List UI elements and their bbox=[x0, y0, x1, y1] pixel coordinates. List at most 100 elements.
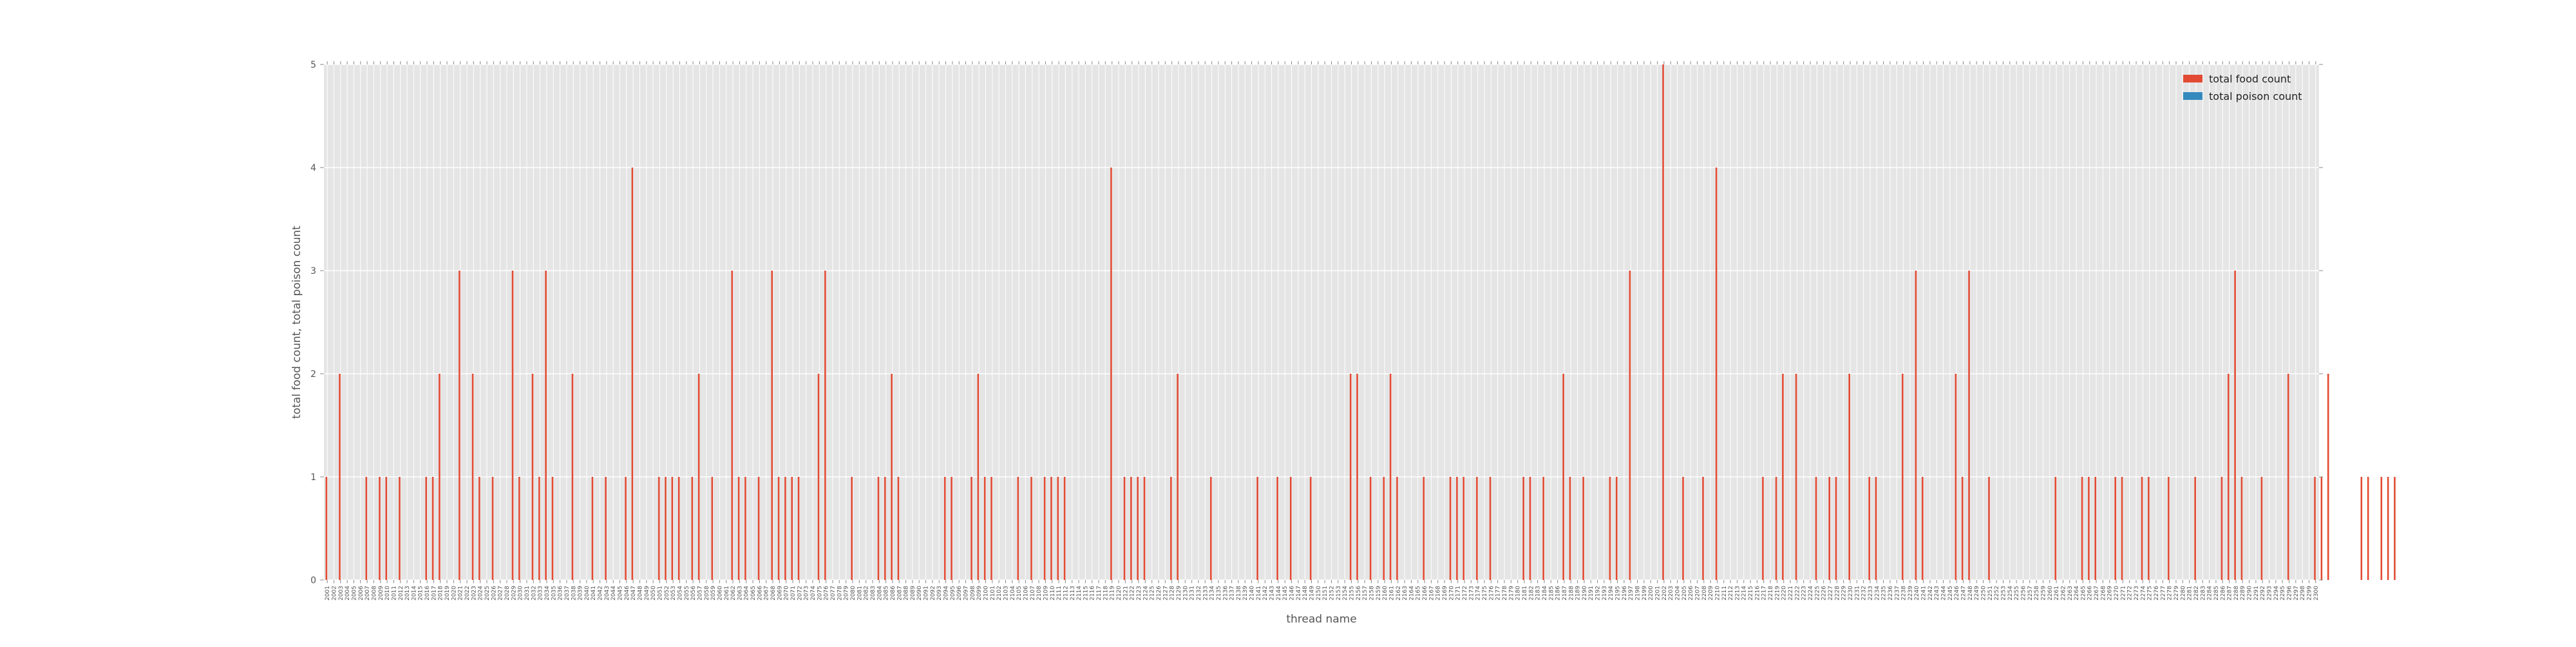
x-tick-label: 2101 bbox=[990, 586, 996, 601]
x-tick-label: 2067 bbox=[764, 586, 770, 601]
x-tick-label: 2270 bbox=[2114, 586, 2120, 601]
food-bar bbox=[1522, 477, 1524, 580]
x-tick-label: 2119 bbox=[1110, 586, 1116, 601]
x-tick-label: 2148 bbox=[1302, 586, 1309, 601]
x-tick-label: 2273 bbox=[2134, 586, 2140, 601]
x-tick-label: 2221 bbox=[1788, 586, 1794, 601]
x-tick-label: 2201 bbox=[1654, 586, 1661, 601]
x-tick-label: 2225 bbox=[1814, 586, 1821, 601]
x-tick-label: 2278 bbox=[2167, 586, 2174, 601]
x-tick-label: 2126 bbox=[1156, 586, 1162, 601]
food-bar bbox=[771, 271, 773, 580]
food-bar bbox=[1349, 374, 1352, 580]
x-tick-label: 2150 bbox=[1316, 586, 1322, 601]
x-tick-label: 2107 bbox=[1030, 586, 1036, 601]
x-tick-label: 2169 bbox=[1442, 586, 1448, 601]
food-bar bbox=[631, 168, 634, 580]
x-axis-label: thread name bbox=[1286, 613, 1356, 626]
x-tick-label: 2300 bbox=[2313, 586, 2320, 601]
food-bar bbox=[1529, 477, 1531, 580]
x-tick-label: 2168 bbox=[1435, 586, 1442, 601]
legend-swatch-poison bbox=[2183, 92, 2202, 100]
food-bar bbox=[1921, 477, 1924, 580]
x-tick-label: 2252 bbox=[1994, 586, 2000, 601]
food-bar bbox=[2121, 477, 2123, 580]
x-tick-label: 2275 bbox=[2147, 586, 2154, 601]
x-tick-label: 2012 bbox=[398, 586, 404, 601]
x-tick-label: 2069 bbox=[777, 586, 783, 601]
x-tick-label: 2256 bbox=[2020, 586, 2027, 601]
x-tick-label: 2006 bbox=[358, 586, 365, 601]
food-bar bbox=[2141, 477, 2143, 580]
x-tick-label: 2287 bbox=[2227, 586, 2233, 601]
x-tick-label: 2060 bbox=[717, 586, 723, 601]
x-tick-label: 2294 bbox=[2273, 586, 2280, 601]
x-tick-label: 2105 bbox=[1016, 586, 1023, 601]
bars bbox=[325, 64, 2396, 580]
food-bar bbox=[1848, 374, 1850, 580]
x-tick-label: 2147 bbox=[1296, 586, 1302, 601]
x-tick-label: 2235 bbox=[1881, 586, 1888, 601]
x-tick-label: 2082 bbox=[864, 586, 870, 601]
food-bar bbox=[1063, 477, 1066, 580]
food-bar bbox=[983, 477, 986, 580]
x-tick-label: 2133 bbox=[1202, 586, 1209, 601]
x-tick-label: 2212 bbox=[1728, 586, 1734, 601]
x-tick-label: 2083 bbox=[870, 586, 876, 601]
x-tick-label: 2251 bbox=[1987, 586, 1994, 601]
x-tick-label: 2272 bbox=[2127, 586, 2134, 601]
food-bar bbox=[1463, 477, 1465, 580]
y-tick-label: 2 bbox=[310, 369, 316, 380]
food-bar bbox=[1130, 477, 1132, 580]
x-tick-label: 2264 bbox=[2074, 586, 2080, 601]
food-bar bbox=[897, 477, 900, 580]
x-tick-label: 2137 bbox=[1229, 586, 1236, 601]
x-tick-label: 2018 bbox=[438, 586, 444, 601]
x-tick-label: 2271 bbox=[2120, 586, 2126, 601]
y-tick-label: 3 bbox=[310, 266, 316, 276]
x-tick-label: 2011 bbox=[391, 586, 397, 601]
food-bar bbox=[1815, 477, 1817, 580]
x-tick-label: 2052 bbox=[664, 586, 670, 601]
x-tick-label: 2014 bbox=[411, 586, 417, 601]
x-tick-label: 2209 bbox=[1708, 586, 1714, 601]
x-tick-label: 2195 bbox=[1615, 586, 1622, 601]
food-bar bbox=[431, 477, 434, 580]
food-bar bbox=[1915, 271, 1917, 580]
x-tick-label: 2055 bbox=[684, 586, 690, 601]
food-bar bbox=[518, 477, 520, 580]
x-tick-label: 2159 bbox=[1376, 586, 1382, 601]
x-tick-label: 2120 bbox=[1116, 586, 1122, 601]
x-tick-label: 2023 bbox=[471, 586, 477, 601]
x-tick-label: 2281 bbox=[2187, 586, 2193, 601]
x-tick-label: 2127 bbox=[1162, 586, 1169, 601]
x-tick-label: 2244 bbox=[1941, 586, 1947, 601]
x-tick-label: 2233 bbox=[1868, 586, 1874, 601]
x-tick-label: 2113 bbox=[1070, 586, 1076, 601]
food-bar bbox=[757, 477, 760, 580]
food-bar bbox=[777, 477, 780, 580]
x-tick-label: 2158 bbox=[1368, 586, 1375, 601]
food-bar bbox=[737, 477, 740, 580]
food-bar bbox=[1542, 477, 1544, 580]
x-tick-label: 2111 bbox=[1056, 586, 1063, 601]
food-bar bbox=[1988, 477, 1990, 580]
food-bar bbox=[1396, 477, 1398, 580]
food-bar bbox=[990, 477, 992, 580]
x-tick-label: 2245 bbox=[1947, 586, 1954, 601]
legend: total food count total poison count bbox=[2183, 73, 2302, 102]
x-tick-label: 2130 bbox=[1182, 586, 1189, 601]
x-tick-label: 2140 bbox=[1249, 586, 1256, 601]
y-tick-label: 4 bbox=[310, 163, 316, 173]
x-tick-label: 2200 bbox=[1648, 586, 1654, 601]
x-tick-label: 2003 bbox=[338, 586, 345, 601]
x-tick-label: 2175 bbox=[1482, 586, 1488, 601]
x-tick-label: 2092 bbox=[930, 586, 936, 601]
x-tick-label: 2206 bbox=[1688, 586, 1694, 601]
x-tick-label: 2033 bbox=[538, 586, 544, 601]
x-tick-label: 2286 bbox=[2220, 586, 2226, 601]
x-tick-label: 2276 bbox=[2154, 586, 2160, 601]
x-tick-label: 2266 bbox=[2087, 586, 2094, 601]
x-tick-label: 2144 bbox=[1276, 586, 1282, 601]
